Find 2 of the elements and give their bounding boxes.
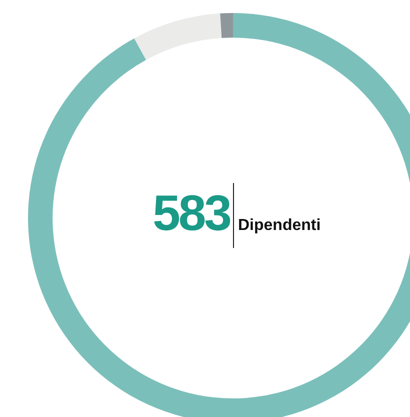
text: 583 bbox=[152, 185, 230, 241]
text: Dipendenti bbox=[238, 217, 321, 235]
